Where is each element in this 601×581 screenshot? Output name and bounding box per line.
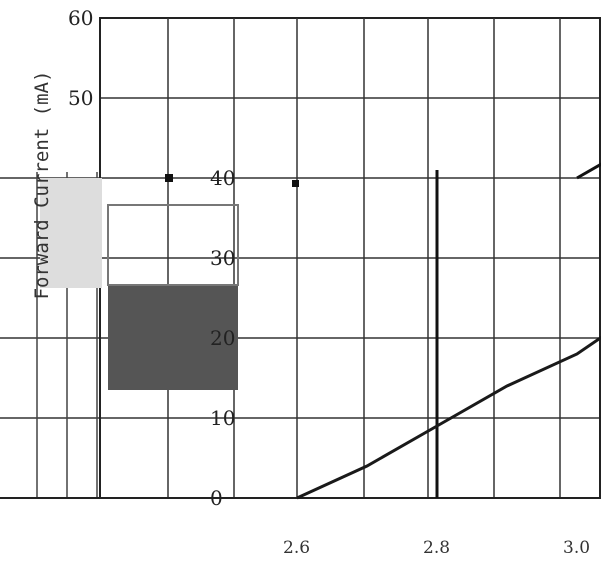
artifact-block-light: [40, 178, 102, 288]
artifact-block-dark: [108, 285, 238, 390]
y-tick-label: 50: [68, 86, 93, 110]
y-axis-label: Forward Current (mA): [31, 71, 53, 300]
y-tick-label: 60: [68, 6, 93, 30]
artifact-frame: [107, 204, 239, 286]
series-line-lower: [296, 335, 601, 500]
y-tick-label: 30: [210, 246, 235, 270]
x-tick-label: 2.8: [423, 538, 450, 558]
x-tick-labels: 2.62.83.03.23.4: [283, 538, 590, 558]
y-tick-label: 10: [210, 406, 235, 430]
artifact-marker: [165, 174, 173, 182]
x-tick-label: 2.6: [283, 538, 310, 558]
artifact-blocks: [40, 174, 299, 390]
artifact-marker: [292, 180, 299, 187]
y-tick-label: 40: [210, 166, 235, 190]
x-tick-label: 3.0: [563, 538, 590, 558]
y-tick-label: 0: [210, 486, 223, 510]
series-layer: [296, 162, 601, 500]
y-tick-label: 20: [210, 326, 235, 350]
y-tick-labels: 0 10 20 30 40 50 60: [68, 6, 235, 510]
